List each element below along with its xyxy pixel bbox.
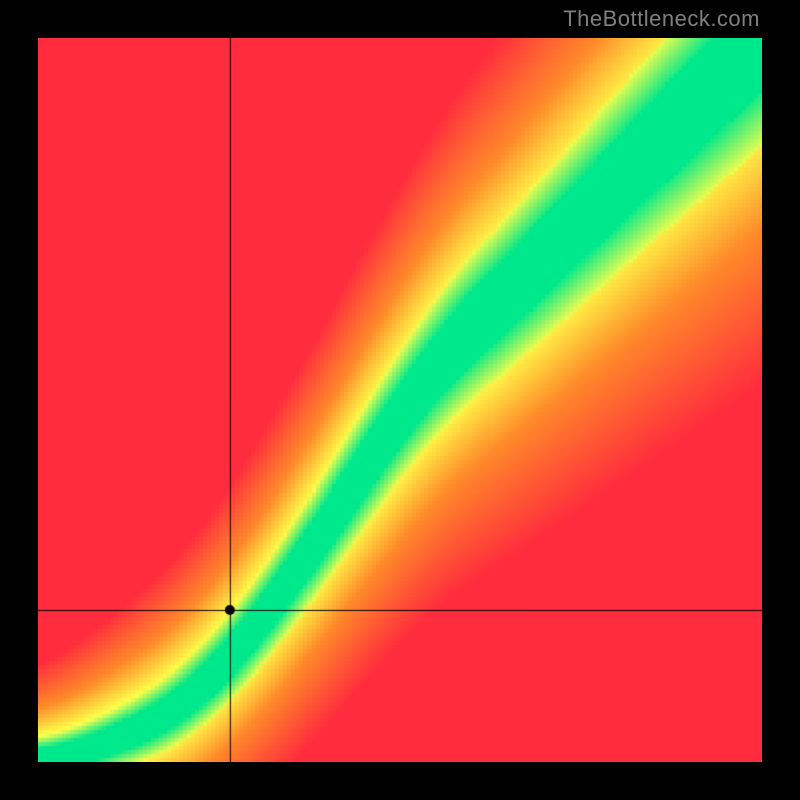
bottleneck-heatmap [38,38,762,762]
watermark-text: TheBottleneck.com [563,6,760,32]
chart-container: { "watermark": { "text": "TheBottleneck.… [0,0,800,800]
